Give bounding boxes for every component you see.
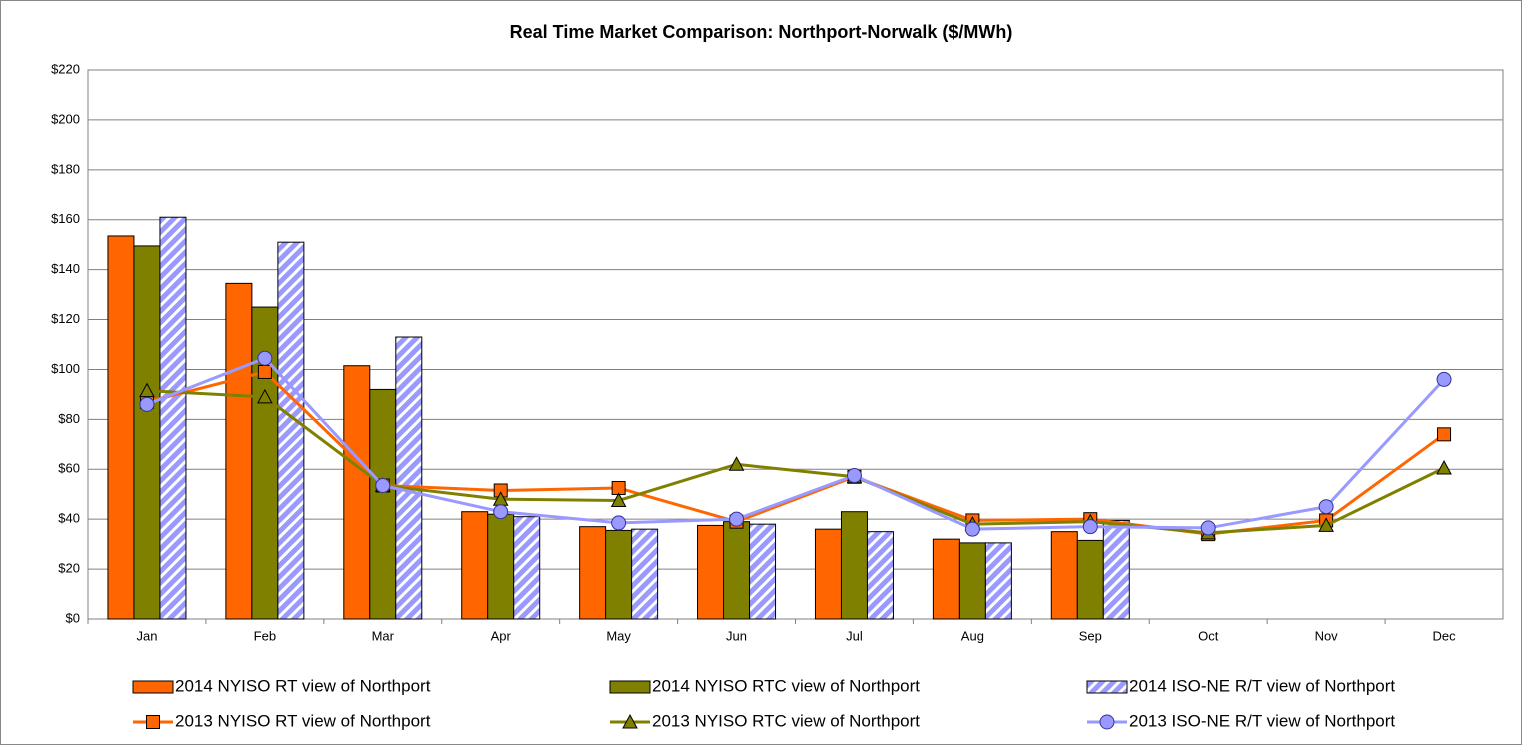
chart-title: Real Time Market Comparison: Northport-N… (510, 22, 1013, 42)
marker (1082, 519, 1098, 535)
marker (622, 713, 638, 729)
bar (369, 388, 397, 620)
marker (1436, 459, 1452, 475)
legend-label: 2013 ISO-NE R/T view of Northport (1129, 711, 1395, 730)
legend-label: 2014 ISO-NE R/T view of Northport (1129, 676, 1395, 695)
marker (610, 492, 627, 507)
bar (697, 524, 725, 620)
legend-swatch (1086, 680, 1128, 694)
bar (343, 365, 371, 620)
x-tick-label: Oct (1198, 628, 1219, 643)
bar (461, 511, 489, 620)
bar (840, 511, 868, 620)
y-tick-label: $220 (51, 61, 80, 76)
marker (375, 477, 391, 493)
marker (1436, 371, 1452, 387)
bar (631, 528, 659, 620)
y-tick-label: $80 (58, 411, 80, 426)
legend-swatch (609, 680, 651, 694)
y-tick-label: $180 (51, 161, 80, 176)
bar (513, 516, 541, 620)
bar (107, 235, 135, 620)
y-tick-label: $200 (51, 111, 80, 126)
line (146, 389, 1445, 535)
bar (605, 529, 633, 620)
bar (814, 528, 842, 620)
x-tick-label: Apr (491, 628, 512, 643)
bar (225, 282, 253, 620)
y-tick-label: $100 (51, 361, 80, 376)
x-tick-label: Jul (846, 628, 863, 643)
legend-label: 2013 NYISO RT view of Northport (175, 711, 431, 730)
x-tick-label: Jun (726, 628, 747, 643)
marker (257, 388, 273, 404)
bar (579, 526, 607, 620)
marker (139, 396, 155, 412)
y-tick-label: $160 (51, 211, 80, 226)
bar (133, 245, 161, 620)
y-tick-label: $20 (58, 561, 80, 576)
marker (1200, 520, 1216, 536)
bar (932, 538, 960, 620)
x-tick-label: Sep (1079, 628, 1102, 643)
marker (964, 521, 980, 537)
legend-label: 2014 NYISO RT view of Northport (175, 676, 431, 695)
marker (146, 715, 160, 729)
bar (723, 521, 751, 620)
legend-swatch (132, 680, 174, 694)
x-tick-label: Feb (254, 628, 276, 643)
x-tick-label: Dec (1432, 628, 1456, 643)
bar (749, 523, 777, 620)
y-tick-label: $120 (51, 311, 80, 326)
marker (139, 382, 155, 398)
bar (159, 216, 187, 620)
bar (958, 542, 986, 620)
marker (729, 511, 745, 527)
bar (1050, 531, 1078, 620)
bar (1102, 519, 1130, 620)
marker (493, 504, 509, 520)
x-tick-label: Jan (136, 628, 157, 643)
marker (1099, 714, 1115, 730)
y-tick-label: $40 (58, 511, 80, 526)
y-tick-label: $60 (58, 461, 80, 476)
marker (846, 468, 862, 484)
marker (1437, 427, 1452, 442)
line (146, 356, 1446, 531)
bar (395, 336, 423, 620)
bar (277, 241, 305, 620)
marker (611, 515, 627, 531)
bar (487, 513, 515, 620)
marker (257, 350, 273, 366)
x-tick-label: Aug (961, 628, 984, 643)
bar (984, 542, 1012, 620)
marker (1318, 517, 1334, 532)
marker (728, 456, 745, 471)
x-tick-label: Mar (372, 628, 395, 643)
y-tick-label: $0 (66, 610, 80, 625)
bar (866, 531, 894, 620)
legend-label: 2013 NYISO RTC view of Northport (652, 711, 920, 730)
x-tick-label: May (606, 628, 631, 643)
bar (1076, 539, 1104, 620)
marker (257, 364, 272, 379)
marker (1318, 499, 1334, 515)
legend-label: 2014 NYISO RTC view of Northport (652, 676, 920, 695)
x-tick-label: Nov (1315, 628, 1339, 643)
y-tick-label: $140 (51, 261, 80, 276)
